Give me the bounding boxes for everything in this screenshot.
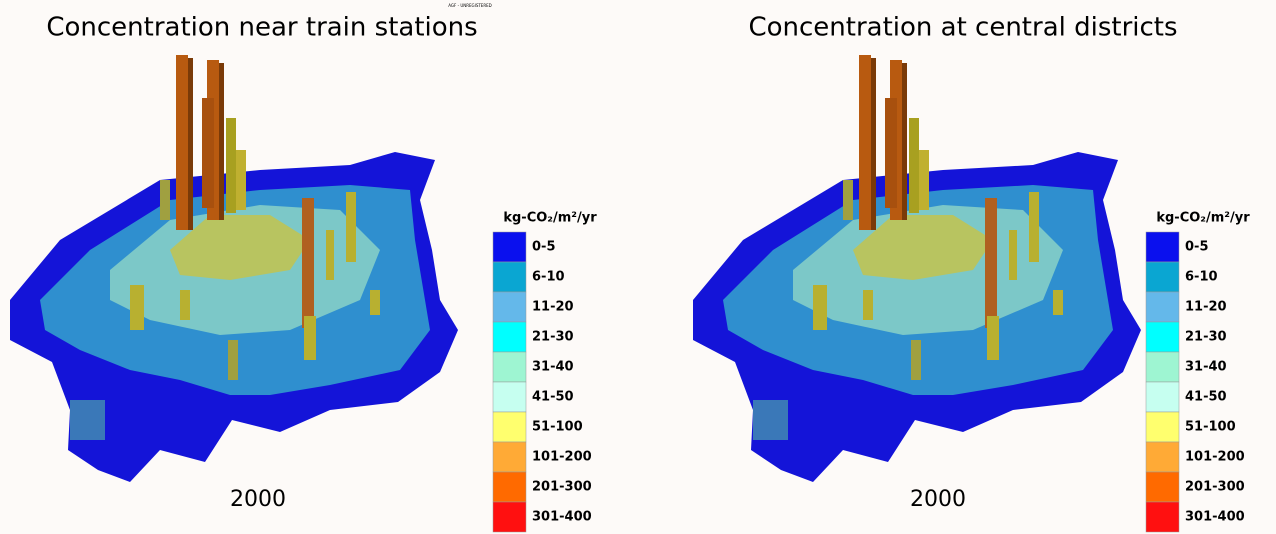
legend-label: 0-5 bbox=[1185, 240, 1209, 255]
legend-swatch bbox=[492, 291, 527, 323]
legend-label: 201-300 bbox=[1185, 480, 1245, 495]
legend-label: 11-20 bbox=[1185, 300, 1227, 315]
legend-swatch bbox=[492, 441, 527, 473]
legend-label: 201-300 bbox=[532, 480, 592, 495]
legend-label: 301-400 bbox=[1185, 510, 1245, 525]
map-right bbox=[693, 55, 1141, 482]
legend-label: 21-30 bbox=[1185, 330, 1227, 345]
watermark: AGF - UNREGISTERED bbox=[448, 3, 491, 8]
legend-label: 41-50 bbox=[532, 390, 574, 405]
legend-unit: kg-CO₂/m²/yr bbox=[1156, 211, 1250, 226]
legend-label: 51-100 bbox=[1185, 420, 1236, 435]
legend-label: 301-400 bbox=[532, 510, 592, 525]
legend-swatch bbox=[1145, 411, 1180, 443]
legend-label: 41-50 bbox=[1185, 390, 1227, 405]
legend-swatch bbox=[492, 381, 527, 413]
legend-swatch bbox=[1145, 381, 1180, 413]
legend-swatch bbox=[492, 261, 527, 293]
legend-unit: kg-CO₂/m²/yr bbox=[503, 211, 597, 226]
legend-label: 0-5 bbox=[532, 240, 556, 255]
map-left bbox=[10, 55, 458, 482]
year: 2000 bbox=[230, 487, 286, 512]
legend-swatch bbox=[492, 501, 527, 533]
panel-title: Concentration near train stations bbox=[46, 13, 477, 43]
legend-swatch bbox=[492, 471, 527, 503]
legend-swatch bbox=[1145, 441, 1180, 473]
legend-swatch bbox=[1145, 501, 1180, 533]
panel-title: Concentration at central districts bbox=[748, 13, 1177, 43]
legend-swatch bbox=[1145, 291, 1180, 323]
legend-swatch bbox=[1145, 231, 1180, 263]
legend-swatch bbox=[1145, 261, 1180, 293]
legend-swatch bbox=[1145, 351, 1180, 383]
year: 2000 bbox=[910, 487, 966, 512]
legend-label: 101-200 bbox=[1185, 450, 1245, 465]
legend-swatch bbox=[492, 411, 527, 443]
legend-label: 21-30 bbox=[532, 330, 574, 345]
legend-swatch bbox=[492, 321, 527, 353]
legend-swatch bbox=[1145, 471, 1180, 503]
legend-swatch bbox=[1145, 321, 1180, 353]
legend-label: 31-40 bbox=[532, 360, 574, 375]
legend-swatch bbox=[492, 231, 527, 263]
legend-label: 6-10 bbox=[532, 270, 565, 285]
legend-label: 11-20 bbox=[532, 300, 574, 315]
legend-label: 101-200 bbox=[532, 450, 592, 465]
legend-label: 6-10 bbox=[1185, 270, 1218, 285]
legend-label: 51-100 bbox=[532, 420, 583, 435]
legend-label: 31-40 bbox=[1185, 360, 1227, 375]
legend-swatch bbox=[492, 351, 527, 383]
